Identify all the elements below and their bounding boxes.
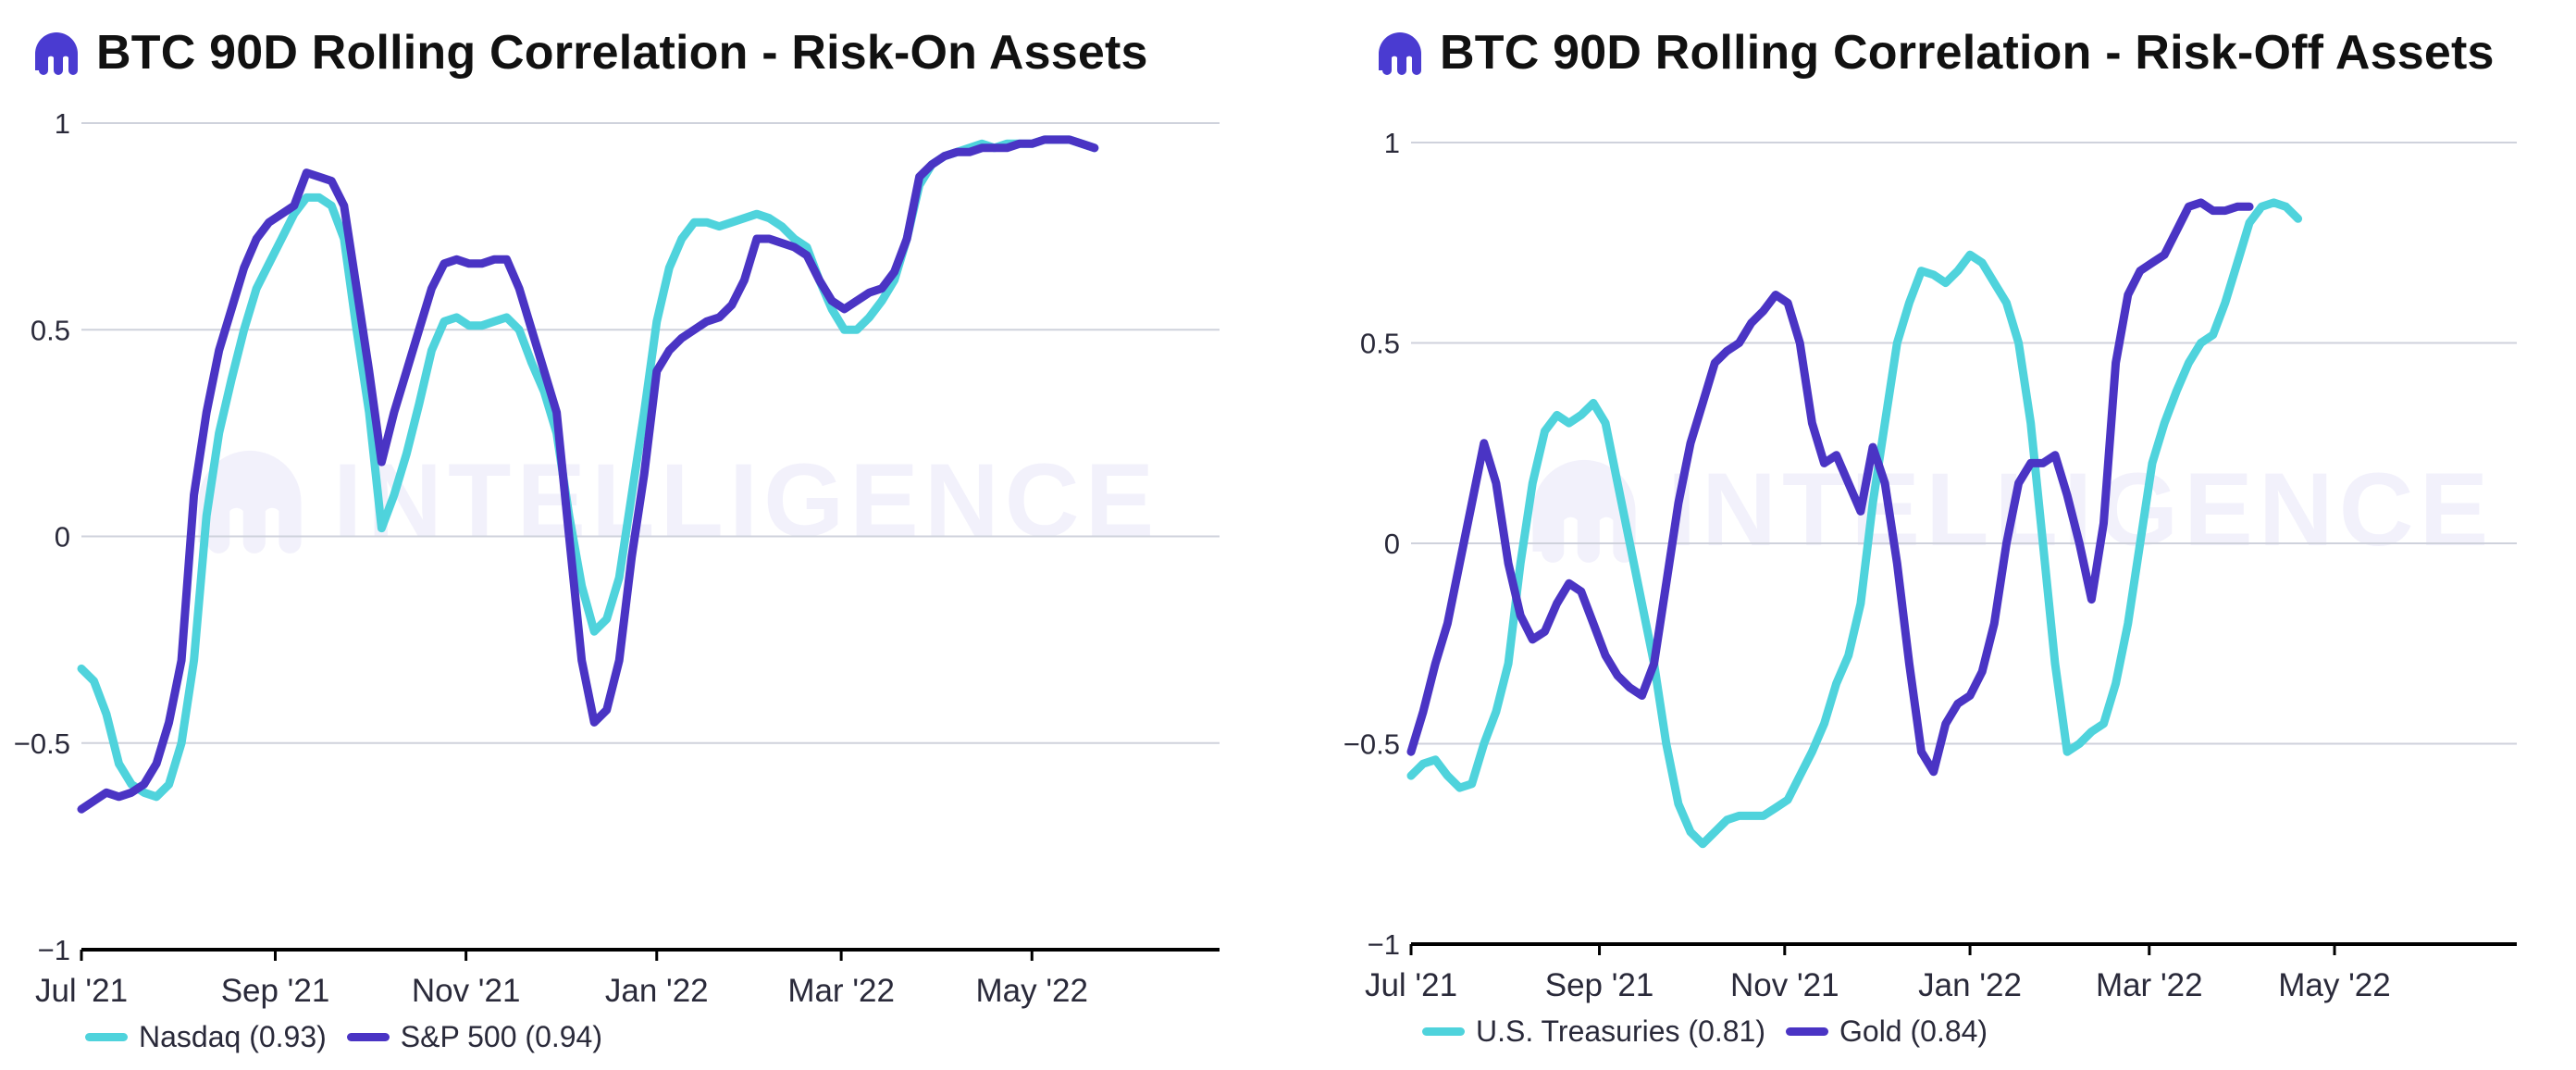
chart-legend: U.S. Treasuries (0.81) Gold (0.84) [1422, 1014, 2008, 1049]
chart-plot-risk-on: 1 0.5 0 −0.5 −1 Jul '21 Sep '21 Nov '21 Jan '22 M… [14, 107, 1220, 1009]
x-tick-label: Jan '22 [605, 973, 709, 1009]
x-tick-label: Mar '22 [787, 973, 895, 1009]
x-tick-label: Nov '21 [412, 973, 521, 1009]
legend-item-nasdaq[interactable]: Nasdaq (0.93) [85, 1020, 327, 1054]
x-tick-label: Sep '21 [1545, 967, 1654, 1003]
legend-label: S&P 500 (0.94) [400, 1020, 602, 1053]
x-tick-label: Jan '22 [1918, 967, 2022, 1003]
y-tick-label: 0 [1384, 528, 1400, 560]
legend-item-us-treasuries[interactable]: U.S. Treasuries (0.81) [1422, 1014, 1765, 1049]
y-tick-label: −1 [1368, 928, 1400, 961]
series-line-0[interactable] [1406, 198, 2303, 849]
chart-plot-risk-off: 1 0.5 0 −0.5 −1 Jul '21 Sep '21 Nov '21 Jan '22 M… [1344, 127, 2517, 1003]
legend-swatch [1422, 1027, 1465, 1036]
x-tick-label: May '22 [2278, 967, 2390, 1003]
y-tick-label: 0.5 [1360, 328, 1400, 360]
chart-panel-risk-off: BTC 90D Rolling Correlation - Risk-Off A… [1288, 0, 2576, 1070]
legend-item-gold[interactable]: Gold (0.84) [1786, 1014, 1988, 1049]
y-tick-label: −0.5 [1344, 728, 1400, 761]
series-line-1[interactable] [77, 135, 1099, 814]
x-tick-label: Jul '21 [35, 973, 128, 1009]
y-tick-label: −1 [38, 934, 70, 966]
y-tick-label: 1 [55, 107, 70, 140]
x-tick-label: Sep '21 [221, 973, 330, 1009]
legend-label: U.S. Treasuries (0.81) [1476, 1014, 1765, 1048]
brand-logo-icon [1379, 32, 1421, 75]
chart-panel-risk-on: BTC 90D Rolling Correlation - Risk-On As… [14, 20, 1220, 1054]
legend-label: Gold (0.84) [1839, 1014, 1988, 1048]
x-tick-label: May '22 [976, 973, 1088, 1009]
x-tick-label: Jul '21 [1365, 967, 1457, 1003]
chart-title: BTC 90D Rolling Correlation - Risk-Off A… [1440, 26, 2495, 80]
legend-swatch [1786, 1027, 1828, 1036]
legend-swatch [85, 1033, 128, 1041]
brand-logo-icon [35, 32, 78, 75]
chart-title: BTC 90D Rolling Correlation - Risk-On As… [96, 26, 1148, 80]
chart-title-row: BTC 90D Rolling Correlation - Risk-On As… [30, 20, 1148, 85]
y-tick-label: 0.5 [31, 314, 70, 346]
y-tick-label: 1 [1384, 127, 1400, 159]
chart-legend: Nasdaq (0.93) S&P 500 (0.94) [85, 1020, 623, 1054]
series-line-1[interactable] [1406, 198, 2254, 777]
y-tick-label: −0.5 [14, 728, 70, 760]
legend-item-sp500[interactable]: S&P 500 (0.94) [346, 1020, 602, 1054]
x-tick-label: Nov '21 [1730, 967, 1839, 1003]
y-tick-label: 0 [55, 521, 70, 554]
chart-title-row: BTC 90D Rolling Correlation - Risk-Off A… [1373, 20, 2495, 85]
legend-swatch [346, 1033, 390, 1041]
legend-label: Nasdaq (0.93) [139, 1020, 327, 1053]
x-tick-label: Mar '22 [2096, 967, 2203, 1003]
